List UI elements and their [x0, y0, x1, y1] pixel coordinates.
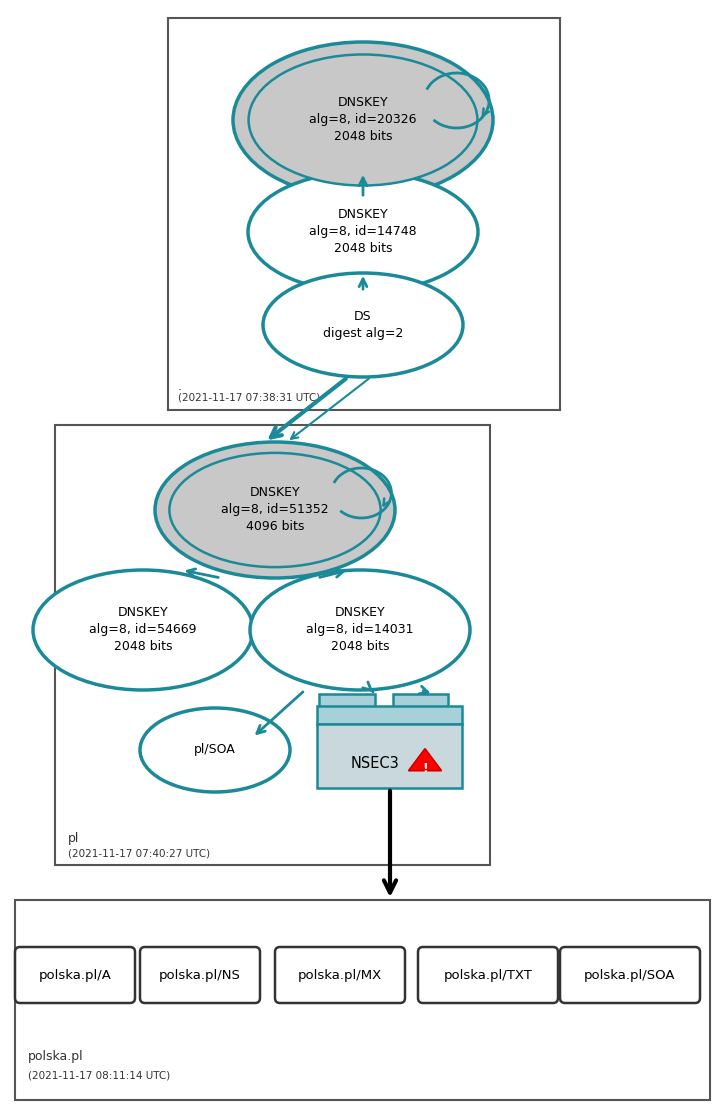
Text: pl/SOA: pl/SOA — [194, 744, 236, 756]
Text: DNSKEY
alg=8, id=51352
4096 bits: DNSKEY alg=8, id=51352 4096 bits — [221, 487, 329, 534]
Text: DNSKEY
alg=8, id=20326
2048 bits: DNSKEY alg=8, id=20326 2048 bits — [310, 96, 417, 143]
Text: polska.pl/TXT: polska.pl/TXT — [444, 968, 532, 982]
FancyBboxPatch shape — [275, 947, 405, 1003]
Bar — [168, 18, 560, 410]
Ellipse shape — [250, 570, 470, 690]
Text: NSEC3: NSEC3 — [351, 755, 399, 771]
Text: DNSKEY
alg=8, id=54669
2048 bits: DNSKEY alg=8, id=54669 2048 bits — [89, 607, 196, 653]
Ellipse shape — [248, 172, 478, 292]
Bar — [318, 706, 463, 724]
Bar — [393, 694, 448, 708]
Bar — [318, 724, 463, 787]
Ellipse shape — [233, 42, 493, 198]
Text: .: . — [178, 380, 182, 393]
Text: (2021-11-17 07:38:31 UTC): (2021-11-17 07:38:31 UTC) — [178, 392, 320, 402]
Ellipse shape — [170, 452, 381, 567]
Bar — [15, 900, 710, 1100]
Text: DNSKEY
alg=8, id=14748
2048 bits: DNSKEY alg=8, id=14748 2048 bits — [309, 209, 417, 256]
Ellipse shape — [140, 708, 290, 792]
FancyBboxPatch shape — [15, 947, 135, 1003]
Bar — [320, 694, 375, 708]
Ellipse shape — [33, 570, 253, 690]
Text: (2021-11-17 07:40:27 UTC): (2021-11-17 07:40:27 UTC) — [68, 849, 210, 859]
Text: polska.pl: polska.pl — [28, 1050, 83, 1063]
Ellipse shape — [155, 442, 395, 577]
Text: polska.pl/A: polska.pl/A — [38, 968, 112, 982]
Text: polska.pl/NS: polska.pl/NS — [159, 968, 241, 982]
Ellipse shape — [263, 273, 463, 378]
Text: pl: pl — [68, 832, 79, 844]
Text: polska.pl/MX: polska.pl/MX — [298, 968, 382, 982]
FancyBboxPatch shape — [560, 947, 700, 1003]
Bar — [55, 424, 490, 865]
Text: (2021-11-17 08:11:14 UTC): (2021-11-17 08:11:14 UTC) — [28, 1070, 170, 1080]
Text: !: ! — [422, 762, 428, 774]
FancyBboxPatch shape — [140, 947, 260, 1003]
Polygon shape — [408, 748, 442, 771]
Text: DS
digest alg=2: DS digest alg=2 — [323, 311, 403, 340]
Text: DNSKEY
alg=8, id=14031
2048 bits: DNSKEY alg=8, id=14031 2048 bits — [306, 607, 414, 653]
FancyBboxPatch shape — [418, 947, 558, 1003]
Ellipse shape — [249, 55, 477, 185]
Text: polska.pl/SOA: polska.pl/SOA — [584, 968, 676, 982]
